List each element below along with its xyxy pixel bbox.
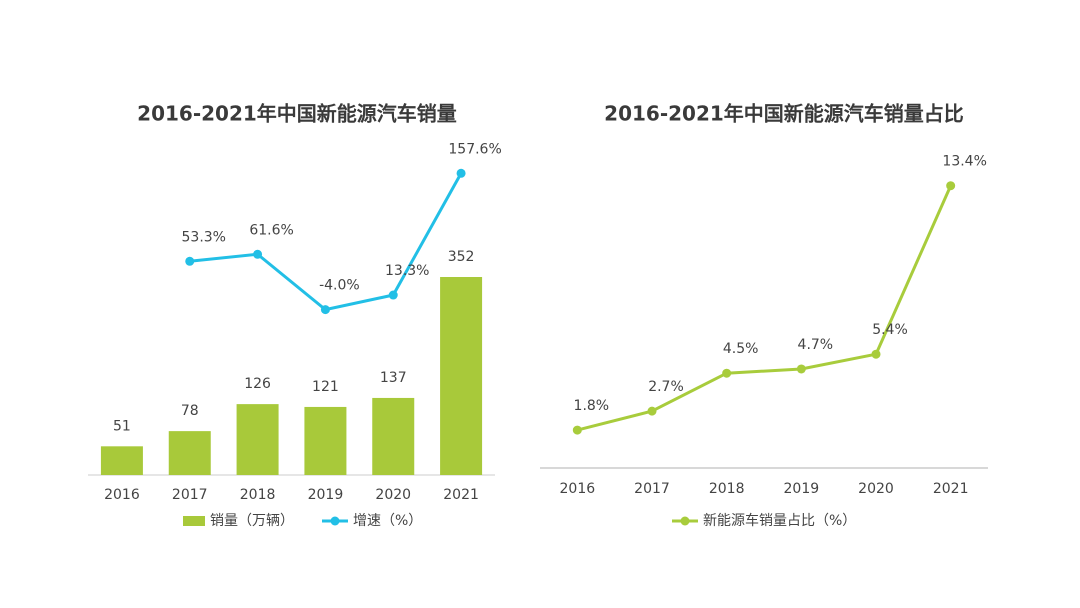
data-label: 1.8% xyxy=(574,398,610,414)
point xyxy=(722,368,732,378)
point xyxy=(946,181,956,191)
data-label: 61.6% xyxy=(249,222,293,238)
x-tick-label: 2021 xyxy=(443,487,479,503)
legend-label: 增速（%） xyxy=(353,513,422,529)
data-label: 51 xyxy=(113,418,131,434)
point xyxy=(253,249,263,259)
data-label: 126 xyxy=(244,376,271,392)
data-label: 2.7% xyxy=(648,379,684,395)
legend-label: 销量（万辆） xyxy=(210,513,294,529)
data-label: -4.0% xyxy=(319,278,360,294)
data-label: 13.3% xyxy=(385,263,429,279)
point xyxy=(796,364,806,374)
point xyxy=(572,425,582,435)
data-label: 78 xyxy=(181,403,199,419)
data-label: 157.6% xyxy=(448,141,501,157)
bar xyxy=(100,446,143,475)
x-tick-label: 2020 xyxy=(375,487,411,503)
data-label: 121 xyxy=(312,379,339,395)
x-tick-label: 2016 xyxy=(560,481,596,497)
data-label: 53.3% xyxy=(182,229,226,245)
bar xyxy=(236,404,279,475)
chart-title: 2016-2021年中国新能源汽车销量 xyxy=(137,102,457,126)
legend-label: 新能源车销量占比（%） xyxy=(703,512,856,529)
x-tick-label: 2018 xyxy=(240,487,276,503)
x-tick-label: 2019 xyxy=(784,481,820,497)
point xyxy=(647,406,657,416)
x-tick-label: 2017 xyxy=(634,481,670,497)
x-tick-label: 2021 xyxy=(933,481,969,497)
point xyxy=(388,290,398,300)
x-tick-label: 2018 xyxy=(709,481,745,497)
data-label: 137 xyxy=(380,370,407,386)
data-label: 4.5% xyxy=(723,341,759,357)
x-tick-label: 2020 xyxy=(858,481,894,497)
bar xyxy=(440,277,483,475)
bar xyxy=(168,431,211,475)
data-label: 4.7% xyxy=(798,337,834,353)
data-label: 13.4% xyxy=(942,154,986,170)
point xyxy=(871,349,881,359)
x-tick-label: 2016 xyxy=(104,487,140,503)
bar xyxy=(372,397,415,475)
point xyxy=(185,256,195,266)
chart-title: 2016-2021年中国新能源汽车销量占比 xyxy=(604,102,964,126)
data-label: 5.4% xyxy=(872,322,908,338)
line xyxy=(576,185,953,432)
legend-swatch xyxy=(183,516,205,526)
point xyxy=(320,305,330,315)
legend-swatch xyxy=(330,516,340,526)
bar xyxy=(304,406,347,475)
x-tick-label: 2017 xyxy=(172,487,208,503)
x-tick-label: 2019 xyxy=(308,487,344,503)
legend-swatch xyxy=(680,516,690,526)
data-label: 352 xyxy=(448,249,475,265)
point xyxy=(456,168,466,178)
